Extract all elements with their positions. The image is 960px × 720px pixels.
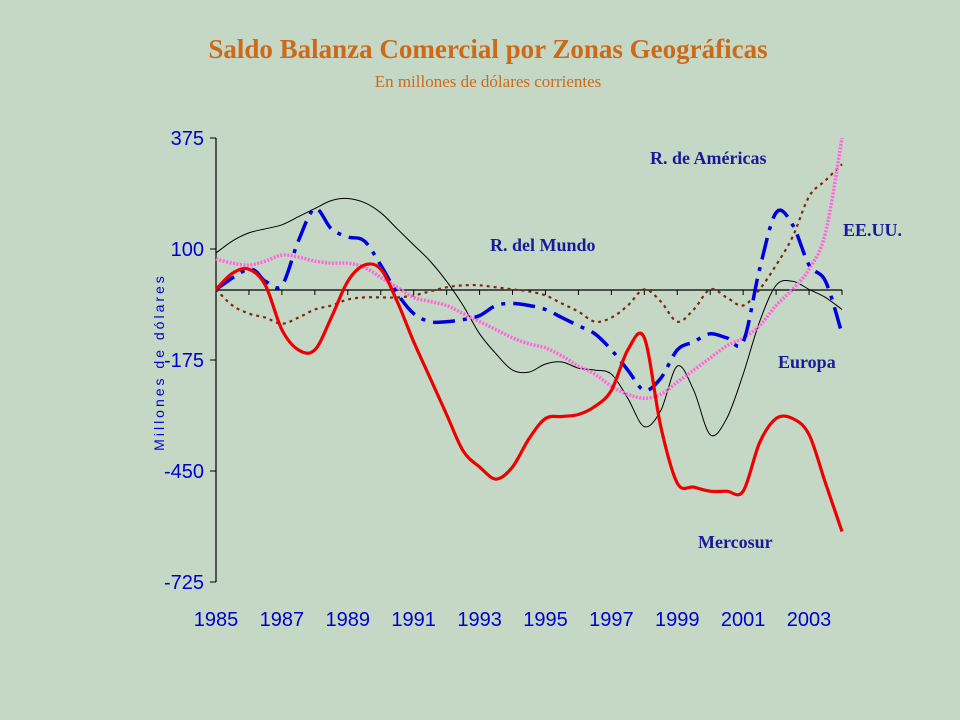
x-tick-label: 2003 xyxy=(787,609,832,631)
x-tick-label: 1987 xyxy=(260,609,305,631)
label-eeuu: EE.UU. xyxy=(843,220,902,240)
y-axis-label: Millones de dólares xyxy=(151,273,167,451)
label-europa: Europa xyxy=(778,352,836,372)
y-tick-label: -450 xyxy=(164,461,204,483)
axes: 375 100 -175 -450 -725 1985 1987 1989 1991 1993 19… xyxy=(164,128,843,631)
label-r-del-mundo: R. del Mundo xyxy=(490,235,596,255)
y-tick-label: 100 xyxy=(171,239,204,261)
y-tick-label: -725 xyxy=(164,572,204,594)
series-layer xyxy=(214,137,844,533)
series-line-ee-uu xyxy=(215,163,843,325)
labels-layer: Millones de dólares R. de Américas R. de… xyxy=(151,148,902,552)
series-line-mercosur xyxy=(214,262,844,533)
series-line-r-del-mundo xyxy=(215,197,843,437)
y-tick-label: 375 xyxy=(171,128,204,150)
x-tick-label: 1999 xyxy=(655,609,700,631)
x-tick-label: 1995 xyxy=(523,609,568,631)
label-r-de-americas: R. de Américas xyxy=(650,148,766,168)
x-tick-label: 1991 xyxy=(391,609,436,631)
x-tick-label: 2001 xyxy=(721,609,766,631)
x-tick-label: 1997 xyxy=(589,609,634,631)
series-line-europa xyxy=(215,137,844,401)
x-tick-label: 1985 xyxy=(194,609,239,631)
x-tick-label: 1989 xyxy=(326,609,371,631)
y-tick-label: -175 xyxy=(164,350,204,372)
chart-subtitle: En millones de dólares corrientes xyxy=(374,72,602,91)
x-tick-label: 1993 xyxy=(457,609,502,631)
chart-title: Saldo Balanza Comercial por Zonas Geográ… xyxy=(208,34,768,64)
label-mercosur: Mercosur xyxy=(698,532,773,552)
